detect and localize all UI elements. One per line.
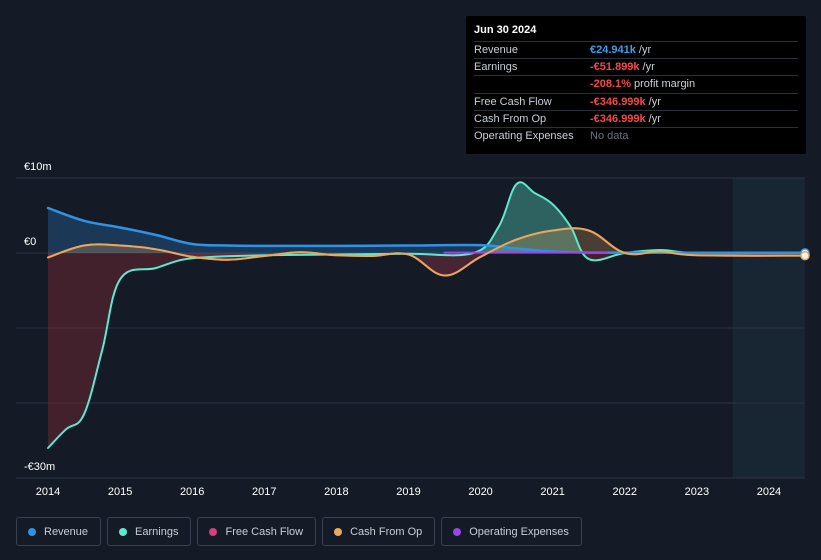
cash-from-op-area-positive	[48, 228, 805, 253]
legend-dot-icon	[119, 527, 128, 536]
x-tick-label: 2020	[468, 486, 492, 498]
revenue-area	[48, 208, 805, 253]
data-tooltip: Jun 30 2024 Revenue €24.941k/yr Earnings -€…	[466, 16, 806, 154]
tooltip-row-value: -€346.999k	[590, 112, 646, 125]
legend-item-cash-from-op[interactable]: Cash From Op	[322, 517, 436, 546]
tooltip-row-label: Revenue	[474, 44, 519, 57]
x-tick-label: 2019	[396, 486, 420, 498]
x-tick-label: 2018	[324, 486, 348, 498]
tooltip-row-label: Free Cash Flow	[474, 95, 552, 108]
legend-item-earnings[interactable]: Earnings	[107, 517, 192, 546]
tooltip-row-unit: /yr	[642, 61, 655, 74]
x-tick-label: 2022	[613, 486, 637, 498]
tooltip-row-label: Operating Expenses	[474, 130, 574, 143]
tooltip-date: Jun 30 2024	[474, 24, 537, 36]
x-tick-label: 2017	[252, 486, 276, 498]
legend-dot-icon	[28, 527, 36, 536]
x-tick-label: 2023	[685, 486, 709, 498]
tooltip-row-value: -€346.999k	[590, 95, 646, 108]
tooltip-row-unit: profit margin	[633, 78, 696, 91]
gridlines	[16, 177, 805, 479]
legend-label: Operating Expenses	[469, 525, 569, 538]
legend-label: Cash From Op	[350, 525, 423, 538]
y-tick-label: -€30m	[24, 461, 55, 473]
x-axis-labels: 2014 2015 2016 2017 2018 2019 2020 2021 2022 2023…	[36, 486, 781, 498]
revenue-line	[46, 206, 807, 255]
legend-dot-icon	[453, 527, 462, 536]
y-tick-label: €10m	[24, 161, 52, 173]
series-areas	[48, 182, 805, 448]
earnings-line	[47, 181, 806, 449]
legend-label: Revenue	[44, 525, 89, 538]
x-tick-label: 2016	[180, 486, 204, 498]
tooltip-row-value: No data	[590, 130, 629, 143]
tooltip-row: Revenue €24.941k/yr	[474, 41, 798, 58]
earnings-area-negative	[48, 253, 805, 448]
cash-from-op-line	[47, 227, 806, 277]
y-axis-labels: €10m €0 -€30m	[24, 161, 55, 473]
tooltip-row: Free Cash Flow -€346.999k/yr	[474, 92, 798, 110]
tooltip-row-unit: /yr	[638, 44, 652, 57]
legend-label: Earnings	[135, 525, 179, 538]
series-lines	[46, 181, 807, 449]
legend-item-revenue[interactable]: Revenue	[16, 517, 102, 546]
x-tick-label: 2014	[36, 486, 60, 498]
y-tick-label: €0	[24, 236, 36, 248]
legend-label: Free Cash Flow	[225, 525, 304, 538]
tooltip-row: Operating Expenses No data	[474, 126, 798, 144]
legend-dot-icon	[334, 527, 343, 536]
earnings-area-positive	[48, 182, 805, 253]
tooltip-row-label: Cash From Op	[474, 112, 547, 125]
tooltip-row-value: -€51.899k	[590, 61, 640, 74]
tooltip-row-label: Earnings	[474, 61, 518, 74]
cash-from-op-end-marker	[800, 250, 810, 261]
tooltip-row-unit: /yr	[648, 112, 661, 125]
tooltip-row: Cash From Op -€346.999k/yr	[474, 109, 798, 127]
legend-item-free-cash-flow[interactable]: Free Cash Flow	[197, 517, 317, 546]
tooltip-row-value: -208.1%	[590, 78, 631, 91]
x-tick-label: 2015	[108, 486, 132, 498]
tooltip-row-unit: /yr	[648, 95, 661, 108]
legend-dot-icon	[209, 527, 218, 536]
tooltip-row: -208.1% profit margin	[474, 75, 798, 92]
x-tick-label: 2024	[757, 486, 781, 498]
x-tick-label: 2021	[540, 486, 564, 498]
legend-item-operating-expenses[interactable]: Operating Expenses	[441, 517, 582, 546]
tooltip-row: Earnings -€51.899k/yr	[474, 58, 798, 75]
series-end-markers	[800, 248, 810, 261]
chart-legend: Revenue Earnings Free Cash Flow Cash From O…	[16, 517, 582, 546]
tooltip-row-value: €24.941k	[590, 44, 636, 57]
